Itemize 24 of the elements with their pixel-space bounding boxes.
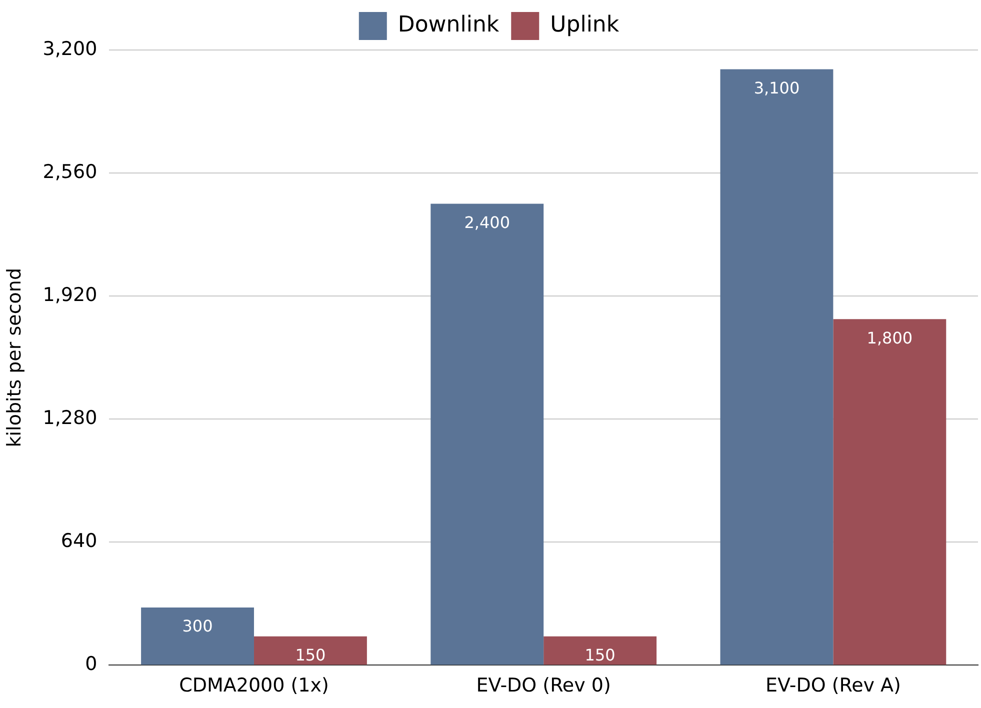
data-label: 300 <box>182 616 213 636</box>
bar <box>720 69 834 665</box>
y-axis-title: kilobits per second <box>3 268 26 448</box>
y-tick-label: 3,200 <box>42 38 98 60</box>
y-tick-label: 1,280 <box>42 407 98 430</box>
y-tick-label: 2,560 <box>42 160 98 183</box>
bar <box>254 636 367 665</box>
y-tick-label: 640 <box>60 530 98 552</box>
bar <box>544 636 657 665</box>
data-label: 150 <box>584 646 616 665</box>
y-tick-label: 0 <box>85 653 98 676</box>
bar <box>141 608 254 665</box>
x-tick-label: EV-DO (Rev 0) <box>476 674 611 697</box>
bar <box>430 204 544 665</box>
bar <box>833 319 946 665</box>
legend-label: Downlink <box>398 12 500 38</box>
y-tick-label: 1,920 <box>42 284 98 306</box>
x-tick-label: CDMA2000 (1x) <box>179 674 329 697</box>
data-label: 2,400 <box>464 212 510 232</box>
x-tick-label: EV-DO (Rev A) <box>765 674 901 697</box>
data-label: 1,800 <box>866 328 913 348</box>
data-label: 3,100 <box>754 78 800 98</box>
legend-label: Uplink <box>550 12 620 38</box>
data-label: 150 <box>295 646 326 665</box>
